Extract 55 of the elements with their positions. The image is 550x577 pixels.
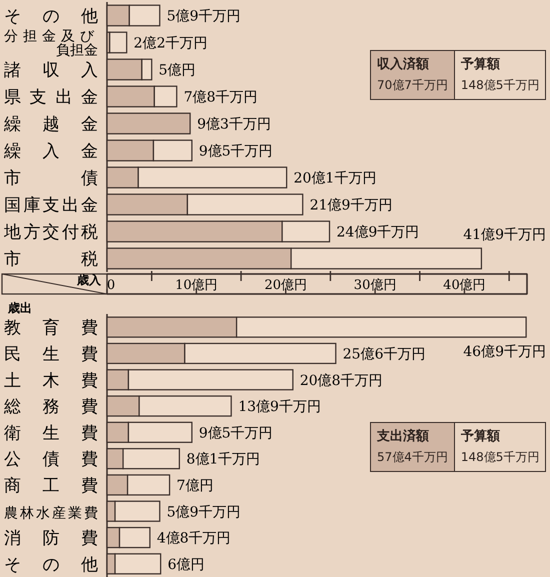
y-tick-label: 教育費: [4, 318, 98, 338]
total-label: 20億1千万円: [294, 170, 376, 186]
y-tick-label: 土木費: [4, 370, 98, 391]
y-tick-label: 総務費: [3, 397, 98, 418]
total-label: 13億9千万円: [238, 399, 321, 416]
total-label: 7億8千万円: [184, 90, 258, 106]
y-tick-label: 諸収入: [4, 60, 98, 80]
total-label: 46億9千万円: [463, 344, 546, 360]
total-label: 9億5千万円: [198, 144, 273, 160]
x-tick-label: 10億円: [175, 278, 218, 293]
y-tick-label: 商工費: [4, 476, 98, 496]
annotation: 148億5千万円: [460, 77, 540, 94]
total-label: 8億1千万円: [186, 452, 260, 468]
x-tick-label: 20億円: [264, 278, 307, 293]
y-tick-label: 市税: [4, 250, 98, 270]
total-label: 24億9千万円: [336, 224, 420, 240]
y-tick-label: 消防費: [4, 528, 98, 549]
y-tick-label: 分担金及び負担金: [4, 28, 98, 58]
y-tick-label: 公債費: [4, 450, 98, 470]
total-label: 41億9千万円: [463, 227, 546, 244]
y-tick-label: 民生費: [4, 344, 98, 364]
x-tick-label: 30億円: [354, 278, 396, 293]
y-tick-label: その他: [4, 6, 98, 26]
annotation: 148億5千万円: [460, 449, 540, 466]
annotation: 予算額: [460, 428, 501, 446]
total-label: 5億9千万円: [166, 504, 241, 520]
total-label: 9億5千万円: [198, 425, 273, 442]
y-tick-label: 繰越金: [3, 114, 98, 134]
total-label: 20億8千万円: [300, 372, 383, 389]
annotation: 収入済額: [377, 56, 430, 74]
y-tick-label: 地方交付税: [3, 222, 98, 242]
y-tick-label: 国庫支出金: [4, 196, 98, 216]
total-label: 5億9千万円: [166, 8, 241, 24]
total-label: 6億円: [168, 556, 205, 573]
total-label: 5億円: [158, 62, 196, 78]
x-tick-label: 0: [106, 278, 116, 293]
chart-title: 歳出: [7, 301, 32, 315]
total-label: 4億8千万円: [156, 530, 231, 547]
total-label: 21億9千万円: [310, 198, 392, 214]
y-tick-label: 農林水産業費: [4, 505, 98, 522]
annotation: 57億4千万円: [377, 449, 448, 466]
total-label: 25億6千万円: [342, 346, 426, 362]
total-label: 9億3千万円: [197, 116, 271, 132]
x-tick-label: 40億円: [443, 278, 486, 293]
text: 歳入: [76, 273, 102, 287]
annotation: 70億7千万円: [377, 77, 448, 94]
total-label: 2億2千万円: [134, 36, 208, 52]
y-tick-label: 県支出金: [4, 88, 98, 108]
y-tick-label: 衛生費: [4, 423, 98, 444]
total-label: 7億円: [176, 478, 214, 494]
y-tick-label: 繰入金: [3, 142, 98, 162]
annotation: 支出済額: [377, 428, 430, 446]
annotation: 予算額: [460, 56, 501, 74]
y-tick-label: その他: [4, 554, 98, 575]
y-tick-label: 市債: [4, 168, 98, 188]
